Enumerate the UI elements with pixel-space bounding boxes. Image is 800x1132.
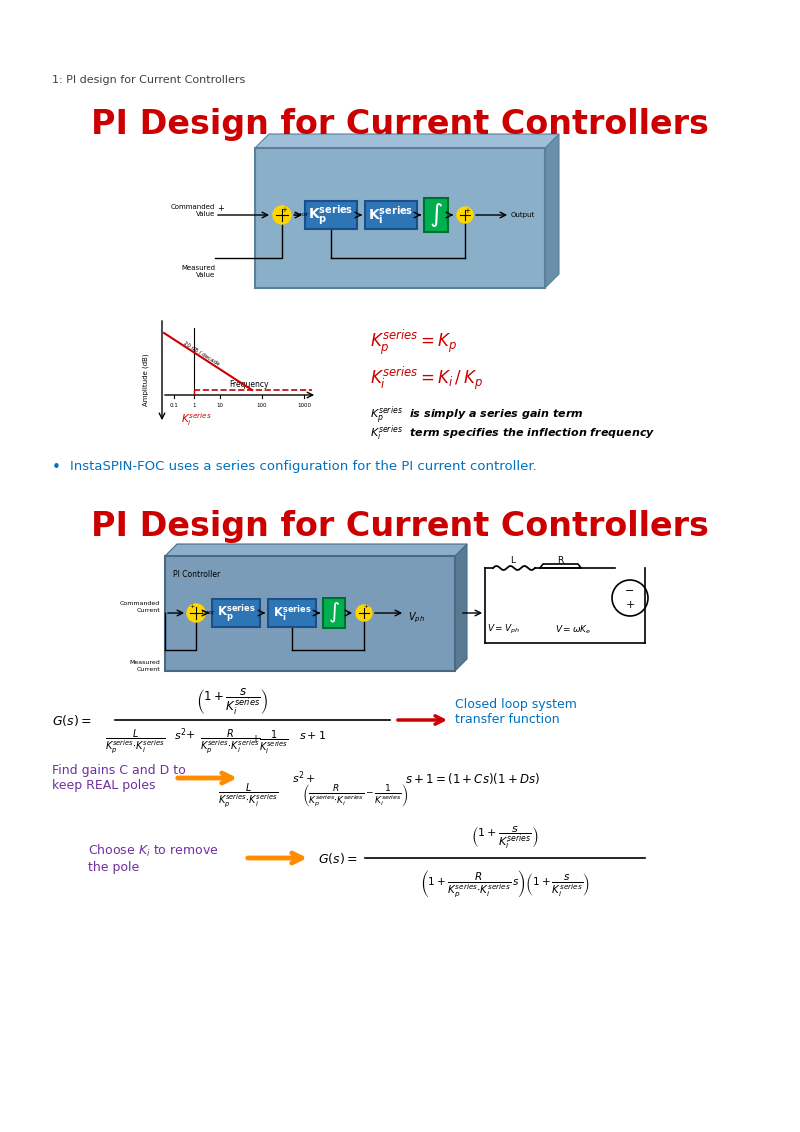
Text: $\int$: $\int$ bbox=[429, 201, 443, 229]
Text: +: + bbox=[626, 600, 634, 610]
Text: $s + 1$: $s + 1$ bbox=[299, 729, 326, 741]
Text: L: L bbox=[510, 556, 515, 565]
Text: InstaSPIN-FOC uses a series configuration for the PI current controller.: InstaSPIN-FOC uses a series configuratio… bbox=[70, 460, 537, 473]
FancyBboxPatch shape bbox=[365, 201, 417, 229]
Text: $s^2$: $s^2$ bbox=[174, 727, 186, 744]
Text: $+$: $+$ bbox=[305, 772, 315, 783]
Text: Commanded: Commanded bbox=[170, 204, 215, 211]
Text: +: + bbox=[363, 604, 369, 609]
FancyBboxPatch shape bbox=[212, 599, 260, 627]
Text: PI Design for Current Controllers: PI Design for Current Controllers bbox=[91, 108, 709, 142]
Text: $G(s) =$: $G(s) =$ bbox=[52, 712, 92, 728]
Text: 10: 10 bbox=[217, 403, 223, 408]
Text: $+$: $+$ bbox=[185, 729, 195, 740]
Text: Error: Error bbox=[293, 212, 308, 217]
Text: Current: Current bbox=[136, 667, 160, 672]
FancyBboxPatch shape bbox=[255, 148, 545, 288]
Text: Output: Output bbox=[511, 212, 535, 218]
Text: 1: 1 bbox=[192, 403, 196, 408]
Text: Amplitude (dB): Amplitude (dB) bbox=[142, 353, 150, 406]
Text: 0.1: 0.1 bbox=[170, 403, 178, 408]
Text: $K_p^{series}$  is simply a series gain term: $K_p^{series}$ is simply a series gain t… bbox=[370, 405, 584, 427]
Text: $s + 1 = (1+Cs)(1+Ds)$: $s + 1 = (1+Cs)(1+Ds)$ bbox=[405, 771, 540, 786]
Text: $\mathbf{K}_\mathbf{i}^\mathbf{series}$: $\mathbf{K}_\mathbf{i}^\mathbf{series}$ bbox=[368, 204, 414, 226]
Text: 20 dB / decade: 20 dB / decade bbox=[183, 340, 221, 366]
FancyBboxPatch shape bbox=[424, 198, 448, 232]
Text: −: − bbox=[626, 586, 634, 597]
Text: $V_{ph}$: $V_{ph}$ bbox=[408, 611, 425, 625]
Text: Value: Value bbox=[196, 211, 215, 217]
Text: Measured: Measured bbox=[130, 660, 160, 664]
Text: PI Controller: PI Controller bbox=[173, 571, 220, 578]
Text: $G(s) =$: $G(s) =$ bbox=[318, 850, 358, 866]
Text: $+\dfrac{1}{K_i^{series}}$: $+\dfrac{1}{K_i^{series}}$ bbox=[251, 728, 289, 756]
Polygon shape bbox=[545, 134, 559, 288]
Polygon shape bbox=[455, 544, 467, 671]
Text: Measured: Measured bbox=[181, 265, 215, 271]
Circle shape bbox=[273, 206, 291, 224]
Text: $K_i^{series}$  term specifies the inflection frequency: $K_i^{series}$ term specifies the inflec… bbox=[370, 423, 655, 443]
Text: $\dfrac{R}{K_p^{series}{\cdot}K_i^{series}}$: $\dfrac{R}{K_p^{series}{\cdot}K_i^{serie… bbox=[200, 728, 260, 756]
Text: $\left(1 + \dfrac{s}{K_i^{series}}\right)$: $\left(1 + \dfrac{s}{K_i^{series}}\right… bbox=[471, 825, 538, 851]
Text: +: + bbox=[281, 207, 287, 213]
Text: $\int$: $\int$ bbox=[328, 601, 340, 625]
Text: Current: Current bbox=[136, 608, 160, 614]
Circle shape bbox=[356, 604, 372, 621]
Text: 1000: 1000 bbox=[297, 403, 311, 408]
Text: 1: PI design for Current Controllers: 1: PI design for Current Controllers bbox=[52, 75, 246, 85]
Text: $\left(\dfrac{R}{K_p^{series}{\cdot}K_i^{series}} - \dfrac{1}{K_i^{series}}\righ: $\left(\dfrac{R}{K_p^{series}{\cdot}K_i^… bbox=[302, 783, 408, 809]
Text: $V = V_{ph}$: $V = V_{ph}$ bbox=[487, 623, 520, 636]
Text: $\mathbf{K}_\mathbf{p}^\mathbf{series}$: $\mathbf{K}_\mathbf{p}^\mathbf{series}$ bbox=[217, 602, 255, 624]
Text: $K_i^{series}$: $K_i^{series}$ bbox=[181, 411, 211, 428]
Text: Frequency: Frequency bbox=[230, 380, 269, 389]
Circle shape bbox=[187, 604, 205, 621]
Text: 100: 100 bbox=[257, 403, 267, 408]
Text: $\mathbf{K}_\mathbf{p}^\mathbf{series}$: $\mathbf{K}_\mathbf{p}^\mathbf{series}$ bbox=[308, 203, 354, 226]
Text: $K_i^{series} = K_i\,/\,K_p$: $K_i^{series} = K_i\,/\,K_p$ bbox=[370, 365, 483, 393]
Text: R: R bbox=[557, 556, 563, 565]
Text: $\left(1 + \dfrac{R}{K_p^{series}{\cdot}K_i^{series}}\,s\right)\left(1 + \dfrac{: $\left(1 + \dfrac{R}{K_p^{series}{\cdot}… bbox=[420, 868, 590, 900]
Text: Error: Error bbox=[202, 610, 215, 615]
Text: $s^2$: $s^2$ bbox=[292, 770, 305, 787]
Text: +: + bbox=[464, 208, 470, 214]
Text: Value: Value bbox=[196, 272, 215, 278]
Polygon shape bbox=[255, 134, 559, 148]
Text: Find gains C and D to
keep REAL poles: Find gains C and D to keep REAL poles bbox=[52, 764, 186, 792]
Text: $V = \omega K_e$: $V = \omega K_e$ bbox=[555, 623, 591, 635]
Text: Commanded: Commanded bbox=[120, 601, 160, 606]
FancyBboxPatch shape bbox=[323, 598, 345, 628]
Text: $\mathbf{K}_\mathbf{i}^\mathbf{series}$: $\mathbf{K}_\mathbf{i}^\mathbf{series}$ bbox=[273, 603, 311, 623]
Text: •: • bbox=[52, 460, 61, 475]
Text: +: + bbox=[190, 604, 194, 609]
Text: $K_p^{series} = K_p$: $K_p^{series} = K_p$ bbox=[370, 328, 458, 358]
Text: Choose $K_i$ to remove
the pole: Choose $K_i$ to remove the pole bbox=[88, 842, 218, 874]
FancyBboxPatch shape bbox=[305, 201, 357, 229]
Text: PI Design for Current Controllers: PI Design for Current Controllers bbox=[91, 511, 709, 543]
Text: +: + bbox=[217, 204, 224, 213]
FancyBboxPatch shape bbox=[268, 599, 316, 627]
Circle shape bbox=[457, 207, 473, 223]
Text: Closed loop system
transfer function: Closed loop system transfer function bbox=[455, 698, 577, 726]
Polygon shape bbox=[165, 544, 467, 556]
FancyBboxPatch shape bbox=[165, 556, 455, 671]
Text: $\dfrac{L}{K_p^{series}{\cdot}K_i^{series}}$: $\dfrac{L}{K_p^{series}{\cdot}K_i^{serie… bbox=[218, 782, 278, 811]
Text: $\dfrac{L}{K_p^{series}{\cdot}K_i^{series}}$: $\dfrac{L}{K_p^{series}{\cdot}K_i^{serie… bbox=[105, 728, 166, 756]
Text: $\left(1 + \dfrac{s}{K_i^{series}}\right)$: $\left(1 + \dfrac{s}{K_i^{series}}\right… bbox=[196, 687, 268, 717]
